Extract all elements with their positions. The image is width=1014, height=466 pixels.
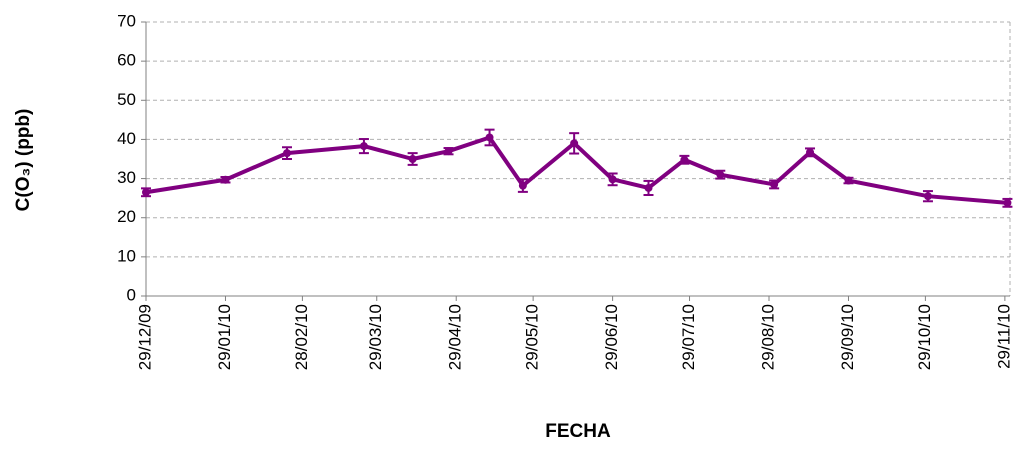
x-tick-label: 29/03/10	[366, 304, 385, 370]
marker	[518, 181, 527, 190]
y-tick-label: 20	[117, 207, 136, 226]
y-tick-label: 10	[117, 246, 136, 265]
x-axis-label: FECHA	[545, 421, 611, 442]
marker	[608, 175, 617, 184]
y-tick-label: 40	[117, 129, 136, 148]
marker	[770, 180, 779, 189]
x-tick-label: 29/06/10	[602, 304, 621, 370]
marker	[359, 142, 368, 151]
y-tick-label: 50	[117, 90, 136, 109]
marker	[142, 188, 150, 197]
marker	[680, 155, 689, 164]
y-tick-label: 0	[127, 285, 136, 304]
marker	[485, 133, 494, 142]
marker	[221, 175, 230, 184]
x-tick-label: 29/05/10	[523, 304, 542, 370]
marker	[444, 147, 453, 156]
marker	[570, 139, 579, 148]
x-tick-label: 29/11/10	[994, 304, 1013, 369]
marker	[644, 183, 653, 192]
x-tick-label: 29/12/09	[135, 304, 154, 370]
y-axis-label: C(O₃) (ppb)	[13, 109, 34, 212]
y-tick-label: 30	[117, 168, 136, 187]
marker	[1003, 198, 1012, 207]
line	[145, 135, 1008, 205]
y-tick-label: 70	[117, 11, 136, 30]
marker	[283, 149, 292, 158]
marker	[844, 176, 853, 185]
x-tick-label: 28/02/10	[292, 304, 311, 370]
marker	[716, 170, 725, 179]
x-tick-label: 29/04/10	[446, 304, 465, 370]
x-tick-label: 29/10/10	[915, 304, 934, 370]
marker	[408, 155, 417, 163]
marker	[806, 148, 815, 157]
marker	[923, 192, 932, 201]
x-tick-label: 29/07/10	[679, 304, 698, 370]
x-tick-label: 29/08/10	[758, 304, 777, 370]
x-tick-label: 29/01/10	[215, 304, 234, 370]
x-tick-label: 29/09/10	[838, 304, 857, 370]
y-tick-label: 60	[117, 51, 136, 70]
